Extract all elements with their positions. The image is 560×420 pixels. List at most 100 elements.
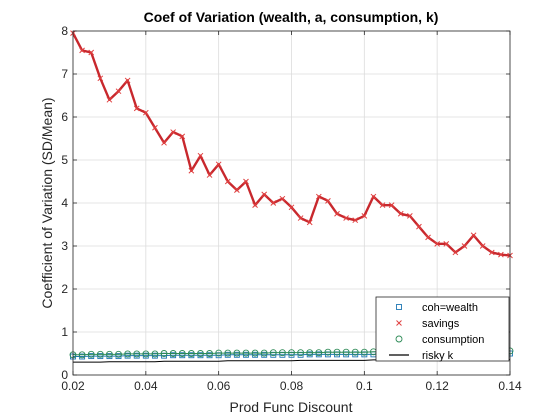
data-point-marker [161,139,167,146]
legend: coh=wealth savings consumption risky k [375,296,510,362]
data-point-marker [215,161,222,168]
x-tick-label: 0.12 [425,379,449,393]
data-point-marker [96,350,104,358]
data-point-marker [142,350,150,358]
y-tick-label: 2 [61,282,68,296]
y-axis-label: Coefficient of Variation (SD/Mean) [39,97,55,308]
data-point-marker [333,348,341,356]
data-point-marker [388,202,395,209]
y-tick-label: 7 [61,67,68,81]
data-point-marker [97,75,104,82]
data-point-marker [324,348,332,356]
data-point-marker [178,350,186,357]
x-axis-label: Prod Func Discount [230,399,353,415]
legend-label: risky k [422,350,454,362]
data-point-marker [79,47,85,54]
x-tick-label: 0.08 [280,379,304,393]
data-point-marker [197,350,204,357]
data-point-marker [133,105,140,112]
data-point-marker [115,88,122,95]
data-point-marker [498,251,504,258]
y-tick-label: 6 [61,110,68,124]
y-tick-label: 8 [61,24,68,38]
data-point-marker [425,234,431,241]
data-point-marker [452,249,459,256]
tick-layer: 0.02 0.04 0.06 0.08 0.1 0.12 0.14 0 1 2 3 4 5 6 7 8 [61,24,522,393]
data-point-marker [187,350,195,357]
x-tick-label: 0.06 [207,379,231,393]
data-point-marker [379,202,386,209]
data-point-marker [234,187,240,193]
data-point-marker [397,210,404,217]
data-point-marker [361,213,368,219]
data-point-marker [315,349,323,357]
legend-box [375,296,510,362]
data-point-marker [115,350,122,358]
legend-swatch-marker [395,335,403,343]
data-point-marker [479,243,486,249]
data-point-marker [470,232,477,239]
x-tick-label: 0.14 [498,379,522,393]
data-point-marker [106,96,113,103]
data-point-marker [288,204,295,211]
data-point-marker [188,167,195,174]
data-point-marker [443,240,450,247]
x-tick-label: 0.04 [134,379,158,393]
data-point-marker [325,197,331,204]
data-point-marker [306,219,313,226]
data-point-marker [169,350,177,357]
data-point-marker [170,129,176,135]
data-point-marker [279,195,286,202]
y-tick-label: 5 [61,153,68,167]
data-point-marker [233,349,241,357]
data-point-marker [334,210,340,217]
y-tick-label: 3 [61,239,68,253]
data-point-marker [243,178,249,185]
data-point-marker [352,217,359,224]
data-point-marker [343,215,349,221]
data-point-marker [297,349,305,357]
data-point-marker [342,348,350,356]
data-point-marker [251,349,259,357]
data-point-marker [179,133,186,140]
y-tick-label: 1 [61,325,68,339]
data-point-marker [288,349,295,357]
data-point-marker [133,350,141,358]
data-point-marker [306,349,314,357]
legend-swatch-marker [396,320,402,326]
data-point-marker [87,350,95,358]
x-tick-label: 0.02 [61,379,85,393]
data-point-marker [197,152,204,159]
data-point-marker [261,191,268,198]
legend-label: savings [422,318,460,330]
data-point-marker [206,350,214,357]
y-tick-label: 0 [61,368,68,382]
data-point-marker [461,243,468,249]
data-point-marker [416,223,422,230]
x-tick-label: 0.1 [356,379,373,393]
data-point-marker [260,349,268,357]
data-point-marker [351,348,359,356]
data-point-marker [434,240,441,247]
data-point-marker [315,193,322,200]
data-point-marker [242,349,250,357]
data-point-marker [297,215,304,221]
data-point-marker [215,349,223,357]
data-point-marker [278,349,286,357]
data-point-marker [224,178,231,185]
data-point-marker [407,213,413,219]
data-point-marker [360,348,368,356]
data-point-marker [488,249,495,256]
data-point-marker [252,202,258,209]
data-point-marker [124,350,132,358]
data-point-marker [105,350,113,358]
legend-swatch-marker [396,304,402,310]
legend-label: consumption [422,334,484,346]
y-tick-label: 4 [61,196,68,210]
data-point-marker [152,124,158,131]
data-point-marker [124,77,131,84]
data-point-marker [151,350,159,358]
data-point-marker [370,193,377,200]
data-point-marker [78,351,86,359]
